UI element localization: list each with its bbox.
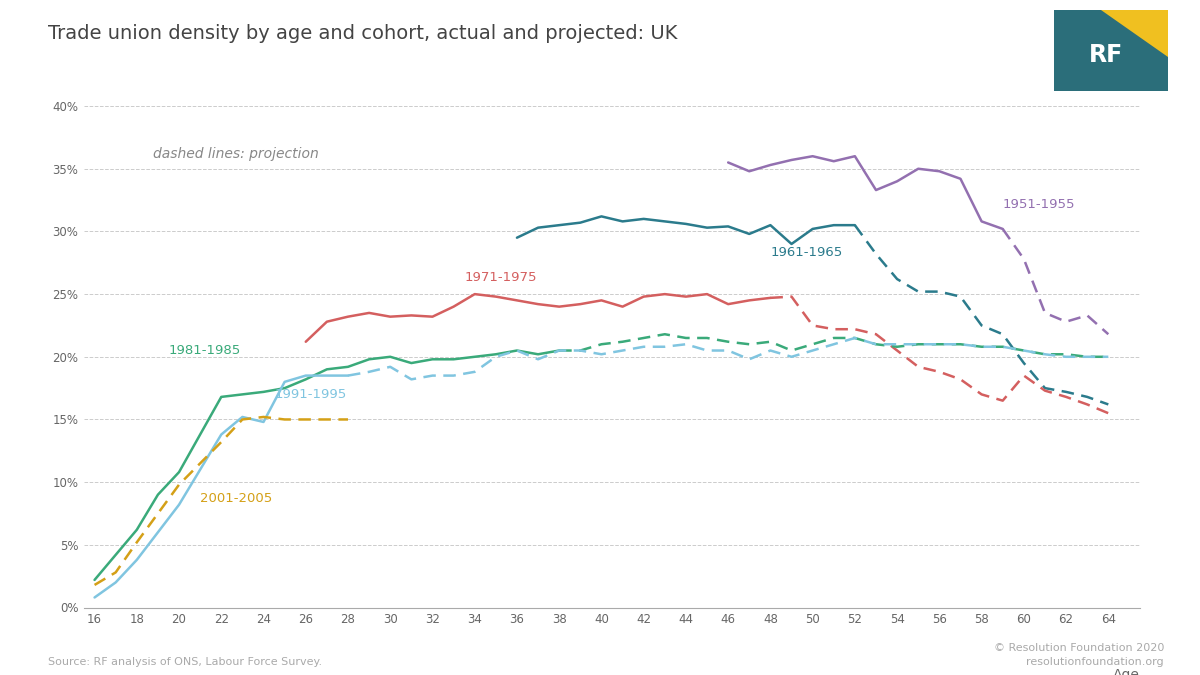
Text: 1971-1975: 1971-1975: [464, 271, 536, 284]
Text: Age: Age: [1114, 668, 1140, 675]
Text: Source: RF analysis of ONS, Labour Force Survey.: Source: RF analysis of ONS, Labour Force…: [48, 657, 322, 667]
Text: dashed lines: projection: dashed lines: projection: [152, 147, 318, 161]
Text: RF: RF: [1088, 43, 1123, 68]
Text: 1991-1995: 1991-1995: [274, 387, 347, 401]
Text: 1981-1985: 1981-1985: [168, 344, 241, 357]
Polygon shape: [1102, 10, 1168, 57]
Text: © Resolution Foundation 2020
resolutionfoundation.org: © Resolution Foundation 2020 resolutionf…: [994, 643, 1164, 667]
Text: 1951-1955: 1951-1955: [1003, 198, 1075, 211]
Text: 1961-1965: 1961-1965: [770, 246, 842, 259]
Text: Trade union density by age and cohort, actual and projected: UK: Trade union density by age and cohort, a…: [48, 24, 677, 43]
Text: 2001-2005: 2001-2005: [200, 491, 272, 505]
